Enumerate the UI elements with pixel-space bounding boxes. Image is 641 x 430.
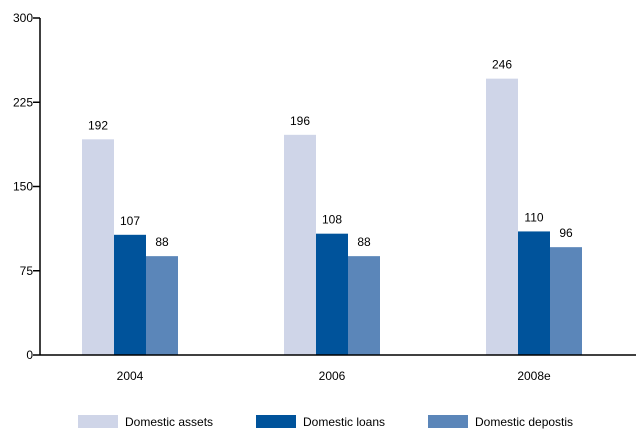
legend-label: Domestic depostis bbox=[475, 415, 573, 429]
bar bbox=[316, 233, 348, 355]
data-label: 110 bbox=[524, 210, 543, 224]
data-label: 192 bbox=[88, 118, 108, 132]
data-label: 88 bbox=[155, 235, 169, 249]
y-tick-label: 225 bbox=[13, 95, 33, 109]
legend-label: Domestic assets bbox=[125, 415, 213, 429]
x-axis-ticks: 2004 2006 2008e bbox=[117, 369, 551, 383]
data-labels-group: 192 107 88 196 108 88 246 110 96 bbox=[88, 58, 573, 249]
bar bbox=[486, 78, 518, 355]
y-tick-label: 75 bbox=[20, 264, 34, 278]
y-axis-ticks: 0 75 150 225 300 bbox=[13, 11, 40, 362]
legend-label: Domestic loans bbox=[303, 415, 385, 429]
x-tick-label: 2004 bbox=[117, 369, 144, 383]
y-tick-label: 300 bbox=[13, 11, 33, 25]
legend-swatch bbox=[428, 415, 468, 428]
bar bbox=[518, 231, 550, 355]
x-tick-label: 2008e bbox=[517, 369, 551, 383]
legend-swatch bbox=[256, 415, 296, 428]
data-label: 88 bbox=[357, 235, 371, 249]
bar bbox=[348, 256, 380, 355]
legend: Domestic assets Domestic loans Domestic de… bbox=[78, 415, 573, 429]
y-tick-label: 0 bbox=[26, 348, 33, 362]
data-label: 246 bbox=[492, 58, 512, 72]
data-label: 108 bbox=[322, 213, 342, 227]
data-label: 96 bbox=[559, 226, 573, 240]
bar bbox=[146, 256, 178, 355]
data-label: 196 bbox=[290, 114, 310, 128]
legend-swatch bbox=[78, 415, 118, 428]
bar bbox=[284, 134, 316, 355]
bars-group bbox=[82, 78, 582, 355]
bar bbox=[550, 247, 582, 355]
data-label: 107 bbox=[120, 214, 140, 228]
bar bbox=[82, 139, 114, 355]
x-tick-label: 2006 bbox=[319, 369, 346, 383]
bar bbox=[114, 234, 146, 355]
y-tick-label: 150 bbox=[13, 180, 33, 194]
